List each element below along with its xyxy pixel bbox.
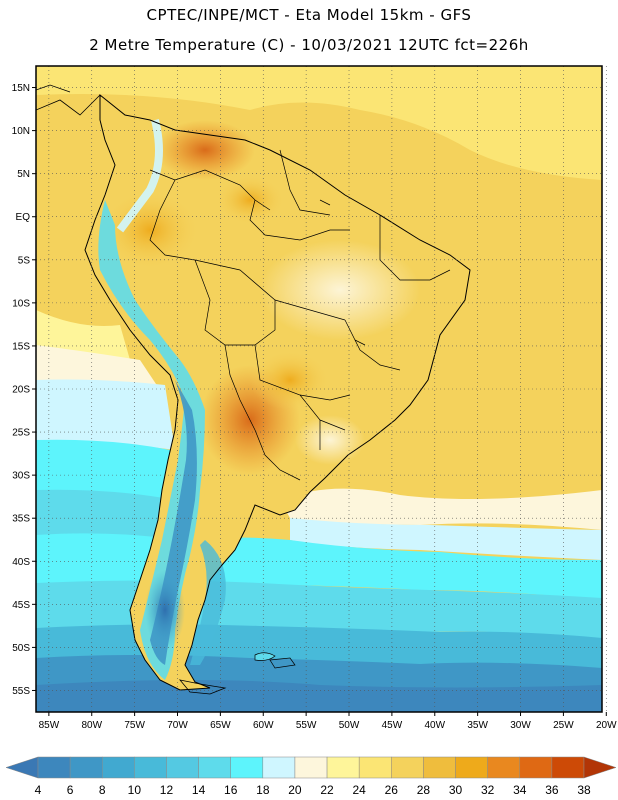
subtropical-pacific-band (36, 310, 130, 360)
lon-tick-label: 80W (81, 720, 102, 731)
pacific-band-14 (36, 489, 178, 540)
title-line-2: 2 Metre Temperature (C) - 10/03/2021 12U… (89, 36, 529, 54)
colorbar-segment (391, 756, 424, 779)
patagonia-cold-area (145, 570, 185, 650)
cool-atlantic-band (290, 518, 602, 560)
lon-tick-label: 35W (467, 720, 488, 731)
colorbar-label: 14 (192, 783, 206, 797)
lat-tick-label: 15S (12, 341, 30, 352)
tierra-del-fuego (178, 679, 227, 695)
colorbar-low-arrow (5, 756, 39, 779)
lon-tick-label: 60W (253, 720, 274, 731)
colorbar-segment (294, 756, 328, 779)
colorbar-label: 34 (513, 783, 527, 797)
south-brazil-pale (295, 415, 365, 465)
central-america-coast (36, 94, 101, 116)
lat-tick-label: 30S (12, 471, 30, 482)
colorbar-segment (262, 756, 296, 779)
lat-tick-label: 55S (12, 686, 30, 697)
colorbar-label: 4 (35, 783, 42, 797)
colorbar-segment (455, 756, 488, 779)
colorbar-label: 32 (481, 783, 495, 797)
lat-tick-label: 35S (12, 514, 30, 525)
colorbar-label: 22 (320, 783, 334, 797)
lat-tick-label: 5S (18, 255, 31, 266)
colorbar-label: 10 (128, 783, 142, 797)
colorbar-segment (423, 756, 456, 779)
colorbar-label: 38 (577, 783, 591, 797)
lat-tick-label: 10S (12, 298, 30, 309)
colorbar-segment (551, 756, 585, 779)
colorbar-label: 16 (224, 783, 238, 797)
colorbar-segment (101, 756, 135, 779)
colorbar-segment (69, 756, 103, 779)
country-borders (149, 149, 451, 481)
colorbar-segment (358, 756, 392, 779)
lon-tick-label: 85W (39, 720, 60, 731)
lon-tick-label: 30W (510, 720, 531, 731)
yucatan-coast (36, 84, 71, 93)
lon-tick-label: 55W (296, 720, 317, 731)
central-brazil-pale (260, 240, 420, 340)
colorbar-label: 6 (67, 783, 74, 797)
colorbar-label: 8 (99, 783, 106, 797)
colorbar-segment (326, 756, 360, 779)
lat-tick-label: 15N (12, 83, 30, 94)
colorbar-label: 20 (288, 783, 302, 797)
falkland-islands (254, 652, 276, 661)
islands (269, 199, 366, 669)
colorbar-label: 30 (449, 783, 463, 797)
lon-tick-label: 75W (124, 720, 145, 731)
colorbar-high-arrow (583, 756, 617, 779)
colorbar-segment (487, 756, 521, 779)
lon-tick-label: 25W (553, 720, 574, 731)
colombian-andes-cool (116, 119, 163, 233)
lat-tick-label: 10N (12, 126, 30, 137)
colorbar: 4 6 8 10 12 14 16 18 20 22 24 26 28 30 32 34 36 38 (5, 756, 617, 797)
latitude-axis: 15N 10N 5N EQ 5S 10S 15S 20S 25S 30S 35S 40S 45S 50S 5… (12, 83, 36, 697)
title-line-1: CPTEC/INPE/MCT - Eta Model 15km - GFS (146, 6, 472, 24)
colorbar-label: 26 (385, 783, 399, 797)
colorbar-label: 12 (160, 783, 174, 797)
colorbar-segment (198, 756, 231, 779)
colorbar-segment (230, 756, 264, 779)
lat-tick-label: 25S (12, 428, 30, 439)
lat-tick-label: 20S (12, 385, 30, 396)
colorbar-segment (166, 756, 199, 779)
lat-tick-label: EQ (16, 212, 31, 223)
lon-tick-label: 40W (424, 720, 445, 731)
temperature-field (36, 66, 602, 712)
lon-tick-label: 50W (339, 720, 360, 731)
lon-tick-label: 65W (210, 720, 231, 731)
coastline (84, 93, 471, 691)
colorbar-segment (134, 756, 167, 779)
colombia-warm-area (100, 190, 200, 270)
lon-tick-label: 70W (167, 720, 188, 731)
guiana-warm-area (215, 175, 285, 225)
longitude-axis: 85W 80W 75W 70W 65W 60W 55W 50W 45W 40W 35W 30W 25W 2… (39, 712, 617, 731)
cool-pacific-band (36, 379, 175, 450)
cyan-pacific-band (36, 439, 175, 500)
pale-atlantic-band (280, 488, 602, 530)
colorbar-label: 18 (256, 783, 270, 797)
lat-tick-label: 45S (12, 600, 30, 611)
venezuela-hotspot (155, 120, 255, 180)
lon-tick-label: 45W (382, 720, 403, 731)
pantanal-warm-area (250, 350, 330, 410)
lat-tick-label: 50S (12, 643, 30, 654)
lat-tick-label: 40S (12, 557, 30, 568)
lon-tick-label: 20W (596, 720, 617, 731)
lat-tick-label: 5N (17, 169, 30, 180)
colorbar-segment (37, 756, 71, 779)
colorbar-segment (519, 756, 553, 779)
colorbar-label: 24 (352, 783, 366, 797)
colorbar-label: 36 (545, 783, 559, 797)
pale-pacific-band (36, 345, 160, 390)
colorbar-label: 28 (417, 783, 431, 797)
